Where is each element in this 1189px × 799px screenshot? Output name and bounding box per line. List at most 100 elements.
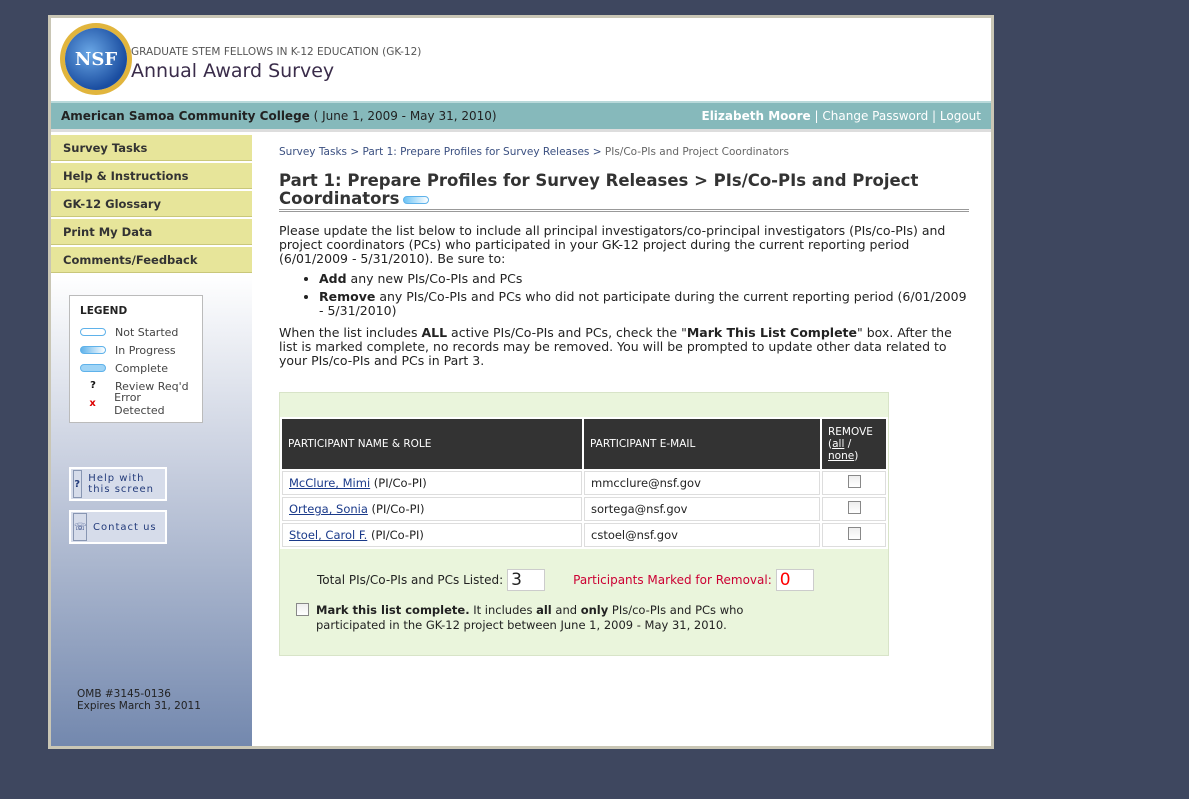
mark-complete: Mark this list complete. It includes all…: [296, 603, 888, 633]
note-bold: ALL: [421, 325, 448, 340]
table-row: Stoel, Carol F. (PI/Co-PI) cstoel@nsf.gov: [282, 523, 886, 547]
col-remove-header: REMOVE (all / none): [822, 419, 886, 469]
list-item: Add any new PIs/Co-PIs and PCs: [319, 272, 969, 286]
crumb-part1[interactable]: Part 1: Prepare Profiles for Survey Rele…: [362, 146, 590, 158]
omb-info: OMB #3145-0136 Expires March 31, 2011: [77, 688, 201, 712]
contact-button-label: Contact us: [93, 521, 157, 533]
nav-print-my-data[interactable]: Print My Data: [51, 219, 252, 245]
mark-text: PIs/co-PIs and PCs who participated in t…: [316, 603, 744, 632]
table-row: Ortega, Sonia (PI/Co-PI) sortega@nsf.gov: [282, 497, 886, 521]
list-item: Remove any PIs/Co-PIs and PCs who did no…: [319, 290, 969, 318]
remove-cell: [822, 471, 886, 495]
role: (PI/Co-PI): [371, 502, 425, 516]
nav-survey-tasks[interactable]: Survey Tasks: [51, 135, 252, 161]
legend-title: LEGEND: [80, 305, 128, 317]
table-row: McClure, Mimi (PI/Co-PI) mmcclure@nsf.gov: [282, 471, 886, 495]
crumb-current: PIs/Co-PIs and Project Coordinators: [604, 146, 789, 158]
app-title: Annual Award Survey: [131, 60, 335, 82]
error-detected-icon: x: [89, 398, 96, 409]
removal-count-field: 0: [775, 569, 814, 591]
page-title-text: Part 1: Prepare Profiles for Survey Rele…: [279, 171, 919, 208]
name-cell: Stoel, Carol F. (PI/Co-PI): [282, 523, 582, 547]
context-bar: American Samoa Community College ( June …: [51, 103, 991, 132]
phone-icon: ☏: [73, 513, 87, 541]
note-text: When the list includes: [279, 325, 422, 340]
remove-checkbox[interactable]: [847, 527, 861, 540]
nav-comments-feedback[interactable]: Comments/Feedback: [51, 247, 252, 273]
role: (PI/Co-PI): [370, 528, 424, 542]
removal-count-label: Participants Marked for Removal:: [573, 573, 772, 587]
breadcrumb: Survey Tasks > Part 1: Prepare Profiles …: [279, 146, 969, 158]
select-all-link[interactable]: all: [832, 438, 845, 450]
program-subtitle: GRADUATE STEM FELLOWS IN K-12 EDUCATION …: [131, 46, 422, 58]
totals: Total PIs/Co-PIs and PCs Listed: 3 Partic…: [317, 569, 888, 591]
intro-text: Please update the list below to include …: [279, 223, 946, 266]
status-legend: LEGEND Not Started In Progress Complete …: [69, 295, 203, 423]
legend-label: In Progress: [115, 343, 176, 357]
mark-bold: only: [580, 603, 609, 617]
col-name-header: PARTICIPANT NAME & ROLE: [282, 419, 582, 469]
instruction-list: Add any new PIs/Co-PIs and PCs Remove an…: [279, 272, 969, 318]
bullet-bold: Remove: [319, 289, 376, 304]
nsf-logo: NSF: [65, 28, 127, 90]
total-listed-field: 3: [507, 569, 546, 591]
crumb-sep: >: [350, 146, 360, 158]
remove-checkbox[interactable]: [847, 475, 861, 488]
participant-table: PARTICIPANT NAME & ROLE PARTICIPANT E-MAI…: [280, 417, 888, 549]
question-icon: ?: [73, 470, 83, 498]
note-bold: Mark This List Complete: [686, 325, 858, 340]
participant-link[interactable]: Ortega, Sonia: [289, 502, 368, 516]
legend-label: Error Detected: [114, 391, 165, 417]
bullet-bold: Add: [319, 271, 347, 286]
omb-number: OMB #3145-0136: [77, 688, 171, 700]
select-none-link[interactable]: none: [828, 450, 855, 462]
review-required-icon: ?: [90, 380, 96, 391]
email-cell: cstoel@nsf.gov: [584, 523, 820, 547]
bullet-text: any new PIs/Co-PIs and PCs: [346, 271, 523, 286]
role: (PI/Co-PI): [373, 476, 427, 490]
complete-icon: [80, 364, 106, 372]
help-with-screen-button[interactable]: ? Help with this screen: [69, 467, 167, 501]
separator: |: [932, 109, 937, 123]
mark-text: It includes: [469, 603, 537, 617]
reporting-period: ( June 1, 2009 - May 31, 2010): [313, 109, 497, 123]
separator: |: [814, 109, 819, 123]
legend-label: Complete: [115, 361, 169, 375]
note-text: active PIs/Co-PIs and PCs, check the ": [447, 325, 687, 340]
crumb-sep: >: [592, 146, 602, 158]
mark-complete-checkbox[interactable]: [296, 603, 309, 616]
email-cell: mmcclure@nsf.gov: [584, 471, 820, 495]
note-text: " box. After the list is marked complete…: [279, 325, 952, 368]
change-password-link[interactable]: Change Password: [822, 109, 929, 123]
in-progress-icon: [403, 196, 430, 204]
omb-expires: Expires March 31, 2011: [77, 700, 201, 712]
nav-glossary[interactable]: GK-12 Glossary: [51, 191, 252, 217]
user-name: Elizabeth Moore: [701, 109, 811, 123]
bullet-text: any PIs/Co-PIs and PCs who did not parti…: [319, 289, 967, 318]
institution-name: American Samoa Community College: [61, 109, 310, 123]
col-email-header: PARTICIPANT E-MAIL: [584, 419, 820, 469]
participant-link[interactable]: McClure, Mimi: [289, 476, 371, 490]
in-progress-icon: [80, 346, 106, 354]
email-cell: sortega@nsf.gov: [584, 497, 820, 521]
help-button-label: Help with this screen: [88, 473, 154, 495]
contact-us-button[interactable]: ☏ Contact us: [69, 510, 167, 544]
remove-cell: [822, 523, 886, 547]
main-content: Survey Tasks > Part 1: Prepare Profiles …: [279, 146, 969, 656]
mark-text: and: [551, 603, 581, 617]
legend-label: Review Req'd: [115, 379, 189, 393]
participant-link[interactable]: Stoel, Carol F.: [289, 528, 368, 542]
remove-cell: [822, 497, 886, 521]
total-listed-label: Total PIs/Co-PIs and PCs Listed:: [317, 573, 504, 587]
name-cell: Ortega, Sonia (PI/Co-PI): [282, 497, 582, 521]
mark-bold: all: [536, 603, 552, 617]
crumb-survey-tasks[interactable]: Survey Tasks: [279, 146, 347, 158]
remove-checkbox[interactable]: [847, 501, 861, 514]
nav-help-instructions[interactable]: Help & Instructions: [51, 163, 252, 189]
legend-label: Not Started: [115, 325, 179, 339]
page-title: Part 1: Prepare Profiles for Survey Rele…: [279, 172, 969, 212]
logout-link[interactable]: Logout: [939, 109, 981, 123]
sidebar: Survey Tasks Help & Instructions GK-12 G…: [51, 135, 252, 746]
completion-note: When the list includes ALL active PIs/Co…: [279, 326, 969, 368]
not-started-icon: [80, 328, 106, 336]
